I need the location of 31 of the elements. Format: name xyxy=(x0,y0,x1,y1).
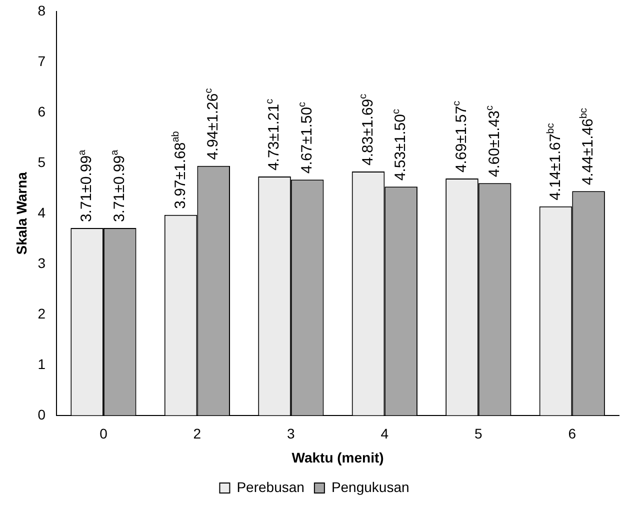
legend-label: Pengukusan xyxy=(331,478,410,495)
x-tick-label: 5 xyxy=(474,426,482,442)
x-tick-label: 4 xyxy=(380,426,389,442)
x-tick-label: 6 xyxy=(568,426,576,442)
data-label: 3.71±0.99a xyxy=(110,149,128,222)
data-label: 4.44±1.46bc xyxy=(578,108,597,186)
y-axis-title: Skala Warna xyxy=(13,172,30,255)
data-label: 4.14±1.67bc xyxy=(545,123,564,200)
data-label: 4.67±1.50c xyxy=(297,102,316,174)
y-tick-label: 6 xyxy=(38,103,46,120)
y-tick-label: 5 xyxy=(38,154,46,170)
x-axis-title: Waktu (menit) xyxy=(292,449,384,466)
y-tick-label: 0 xyxy=(38,406,46,422)
y-tick-label: 4 xyxy=(38,204,46,220)
y-tick-label: 2 xyxy=(38,305,46,322)
legend-label: Perebusan xyxy=(236,478,304,495)
data-label: 4.73±1.21c xyxy=(264,98,283,171)
x-tick-label: 2 xyxy=(193,426,202,442)
data-label: 3.97±1.68ab xyxy=(170,130,189,209)
x-tick-label: 0 xyxy=(100,426,108,442)
y-tick-label: 8 xyxy=(38,2,46,18)
data-label: 4.94±1.26c xyxy=(203,88,222,160)
data-label: 4.53±1.50c xyxy=(390,109,410,181)
x-tick-label: 3 xyxy=(287,426,296,442)
data-label: 4.60±1.43c xyxy=(484,105,503,178)
data-label: 4.83±1.69c xyxy=(358,94,376,166)
y-tick-label: 7 xyxy=(38,52,46,69)
data-label: 3.71±0.99a xyxy=(76,149,96,222)
data-label: 4.69±1.57c xyxy=(452,100,470,173)
y-tick-label: 3 xyxy=(38,254,46,271)
y-tick-label: 1 xyxy=(38,356,46,372)
